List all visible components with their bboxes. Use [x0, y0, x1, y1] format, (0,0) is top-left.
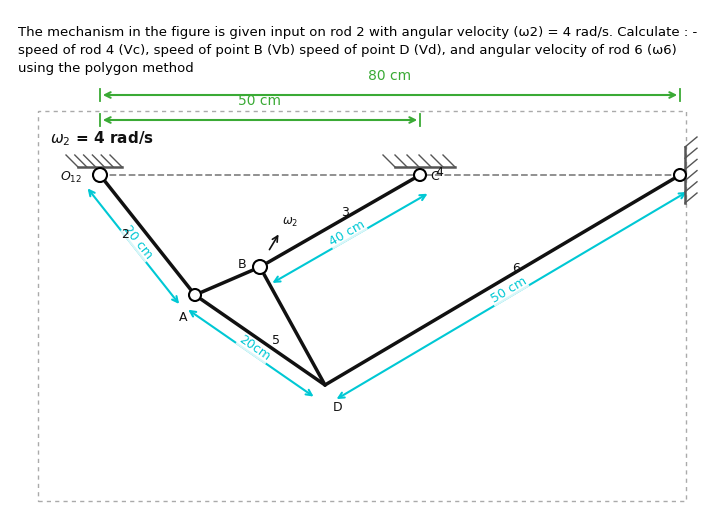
Circle shape [674, 169, 686, 181]
Text: The mechanism in the figure is given input on rod 2 with angular velocity (ω2) =: The mechanism in the figure is given inp… [18, 26, 697, 39]
Text: B: B [238, 259, 246, 271]
Text: 2: 2 [122, 228, 130, 242]
Text: speed of rod 4 (Vc), speed of point B (Vb) speed of point D (Vd), and angular ve: speed of rod 4 (Vc), speed of point B (V… [18, 44, 677, 57]
Text: A: A [179, 311, 187, 324]
Circle shape [189, 289, 201, 301]
Text: C: C [430, 170, 438, 184]
Text: 50 cm: 50 cm [488, 275, 528, 306]
Text: using the polygon method: using the polygon method [18, 62, 194, 75]
Text: 3: 3 [341, 207, 349, 219]
Text: $O_{12}$: $O_{12}$ [60, 169, 82, 185]
Text: 6: 6 [513, 261, 521, 275]
Text: 20 cm: 20 cm [121, 223, 156, 262]
Text: $\omega_2$: $\omega_2$ [282, 216, 298, 229]
Text: 80 cm: 80 cm [369, 69, 412, 83]
Text: 5: 5 [272, 333, 280, 347]
Text: 50 cm: 50 cm [238, 94, 282, 108]
Bar [38, 111, 686, 501]
Text: 4: 4 [435, 167, 443, 179]
Text: $\omega_2$ = 4 rad/s: $\omega_2$ = 4 rad/s [50, 129, 154, 148]
Text: D: D [333, 401, 343, 414]
Text: 40 cm: 40 cm [327, 218, 367, 249]
Circle shape [253, 260, 267, 274]
Text: 20cm: 20cm [236, 333, 272, 364]
Circle shape [414, 169, 426, 181]
Circle shape [93, 168, 107, 182]
